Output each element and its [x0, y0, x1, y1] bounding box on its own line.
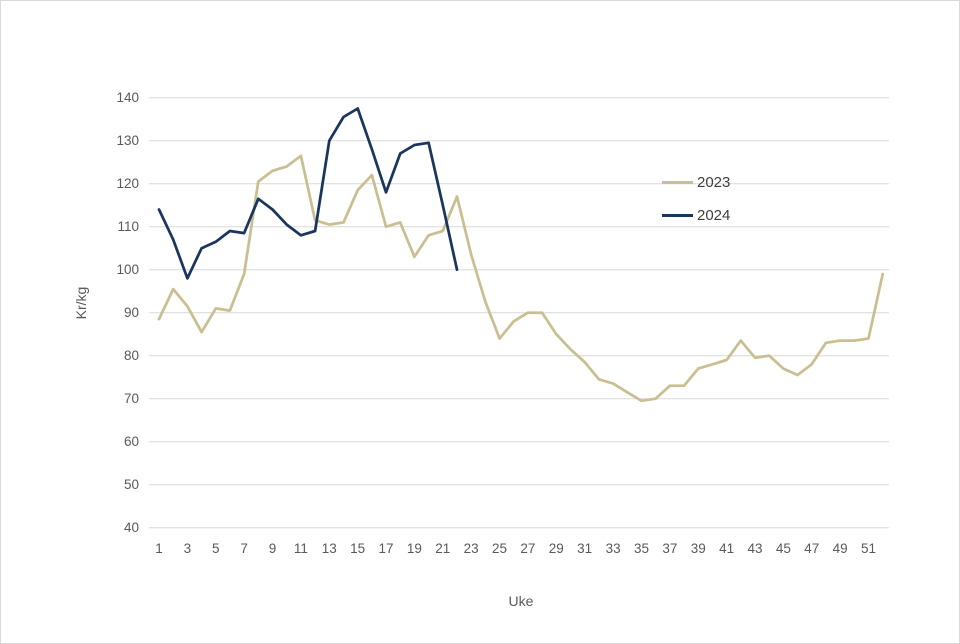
x-tick-39: 39	[691, 541, 706, 556]
y-tick-40: 40	[124, 520, 139, 535]
x-tick-29: 29	[549, 541, 564, 556]
x-tick-5: 5	[212, 541, 220, 556]
legend-item-2024: 2024	[662, 199, 730, 232]
y-axis-title: Kr/kg	[73, 286, 89, 320]
x-tick-25: 25	[492, 541, 507, 556]
x-tick-49: 49	[833, 541, 848, 556]
y-tick-80: 80	[124, 348, 139, 363]
y-tick-70: 70	[124, 391, 139, 406]
x-tick-35: 35	[634, 541, 649, 556]
chart-legend: 2023 2024	[662, 166, 730, 232]
x-tick-33: 33	[606, 541, 621, 556]
x-tick-17: 17	[379, 541, 394, 556]
y-tick-130: 130	[116, 133, 139, 148]
x-tick-45: 45	[776, 541, 791, 556]
x-tick-9: 9	[269, 541, 277, 556]
y-tick-140: 140	[116, 90, 139, 105]
x-tick-31: 31	[577, 541, 592, 556]
x-tick-51: 51	[861, 541, 876, 556]
x-tick-47: 47	[804, 541, 819, 556]
legend-item-2023: 2023	[662, 166, 730, 199]
y-tick-100: 100	[116, 262, 139, 277]
x-tick-41: 41	[719, 541, 734, 556]
x-tick-15: 15	[350, 541, 365, 556]
x-tick-23: 23	[464, 541, 479, 556]
x-tick-3: 3	[184, 541, 192, 556]
series-line-2024	[157, 107, 459, 280]
x-tick-13: 13	[322, 541, 337, 556]
series-line-2023	[157, 154, 885, 403]
legend-label-2024: 2024	[697, 207, 731, 224]
x-tick-37: 37	[662, 541, 677, 556]
y-tick-60: 60	[124, 434, 139, 449]
x-tick-27: 27	[520, 541, 535, 556]
y-tick-110: 110	[117, 219, 139, 234]
y-tick-50: 50	[124, 477, 139, 492]
legend-label-2023: 2023	[697, 174, 731, 191]
x-tick-19: 19	[407, 541, 422, 556]
x-tick-43: 43	[747, 541, 762, 556]
y-tick-120: 120	[116, 176, 139, 191]
x-tick-7: 7	[240, 541, 248, 556]
x-tick-1: 1	[155, 541, 163, 556]
legend-line-swatch-2024	[662, 214, 693, 217]
legend-line-swatch-2023	[662, 181, 693, 184]
x-axis-title: Uke	[508, 593, 534, 609]
x-tick-11: 11	[294, 541, 308, 556]
y-tick-90: 90	[124, 305, 139, 320]
x-tick-21: 21	[435, 541, 450, 556]
